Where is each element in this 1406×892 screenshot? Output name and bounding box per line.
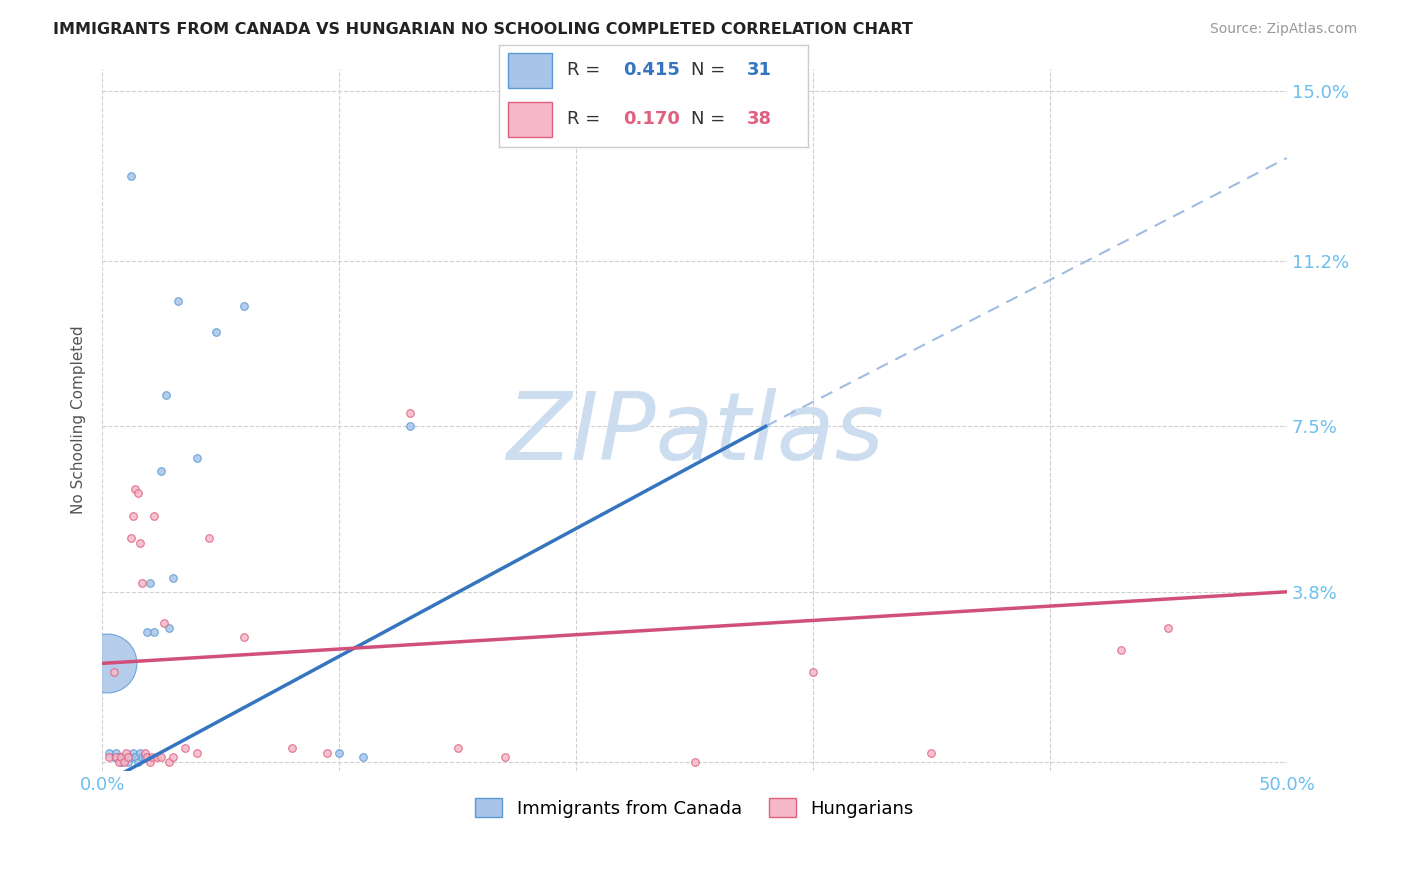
Point bbox=[115, 746, 138, 760]
Text: 31: 31 bbox=[747, 62, 772, 79]
Point bbox=[127, 486, 149, 500]
Point bbox=[120, 750, 142, 764]
Text: R =: R = bbox=[567, 62, 606, 79]
Point bbox=[112, 755, 135, 769]
Point bbox=[105, 746, 128, 760]
Point bbox=[155, 388, 177, 402]
Point bbox=[117, 755, 139, 769]
Legend: Immigrants from Canada, Hungarians: Immigrants from Canada, Hungarians bbox=[468, 791, 921, 825]
Point bbox=[110, 750, 132, 764]
Point bbox=[683, 755, 706, 769]
Point bbox=[107, 755, 129, 769]
Point bbox=[122, 746, 145, 760]
Text: N =: N = bbox=[690, 111, 731, 128]
Text: IMMIGRANTS FROM CANADA VS HUNGARIAN NO SCHOOLING COMPLETED CORRELATION CHART: IMMIGRANTS FROM CANADA VS HUNGARIAN NO S… bbox=[53, 22, 914, 37]
Point bbox=[110, 755, 132, 769]
Point bbox=[145, 750, 167, 764]
Point bbox=[150, 464, 173, 478]
Point bbox=[138, 575, 160, 590]
Point bbox=[136, 750, 159, 764]
Point bbox=[920, 746, 942, 760]
Point bbox=[134, 750, 156, 764]
Point bbox=[281, 741, 304, 756]
Point bbox=[352, 750, 374, 764]
Point bbox=[153, 616, 176, 631]
Point bbox=[167, 294, 190, 309]
Point bbox=[122, 508, 145, 523]
Point bbox=[162, 750, 184, 764]
Text: 0.415: 0.415 bbox=[623, 62, 679, 79]
Point bbox=[98, 750, 121, 764]
Point bbox=[399, 406, 422, 420]
Point bbox=[124, 482, 146, 496]
Text: 0.170: 0.170 bbox=[623, 111, 679, 128]
Point bbox=[1157, 621, 1180, 635]
Point bbox=[117, 750, 139, 764]
Point bbox=[131, 575, 153, 590]
Point bbox=[96, 657, 118, 671]
Point bbox=[328, 746, 350, 760]
Point bbox=[124, 750, 146, 764]
Point bbox=[233, 299, 256, 313]
Point bbox=[129, 746, 152, 760]
Point bbox=[157, 755, 180, 769]
Point bbox=[129, 535, 152, 549]
Point bbox=[103, 665, 125, 680]
Point bbox=[174, 741, 197, 756]
Text: Source: ZipAtlas.com: Source: ZipAtlas.com bbox=[1209, 22, 1357, 37]
Point bbox=[105, 750, 128, 764]
Point bbox=[120, 531, 142, 545]
Text: R =: R = bbox=[567, 111, 606, 128]
Point bbox=[120, 169, 142, 183]
Point bbox=[186, 746, 208, 760]
Point bbox=[157, 621, 180, 635]
Point bbox=[316, 746, 339, 760]
Point bbox=[801, 665, 824, 680]
Point bbox=[399, 419, 422, 434]
Point bbox=[162, 571, 184, 585]
Point bbox=[143, 508, 166, 523]
Point bbox=[233, 630, 256, 644]
Point bbox=[143, 625, 166, 640]
Point bbox=[150, 750, 173, 764]
Point bbox=[446, 741, 468, 756]
FancyBboxPatch shape bbox=[509, 102, 551, 137]
FancyBboxPatch shape bbox=[509, 53, 551, 87]
Point bbox=[103, 750, 125, 764]
Text: 38: 38 bbox=[747, 111, 772, 128]
Point bbox=[141, 750, 163, 764]
Point bbox=[1109, 643, 1132, 657]
Point bbox=[494, 750, 516, 764]
Point bbox=[198, 531, 221, 545]
Point bbox=[136, 625, 159, 640]
Y-axis label: No Schooling Completed: No Schooling Completed bbox=[72, 326, 86, 514]
Text: N =: N = bbox=[690, 62, 731, 79]
Point bbox=[107, 750, 129, 764]
Text: ZIPatlas: ZIPatlas bbox=[506, 388, 883, 479]
Point bbox=[186, 450, 208, 465]
Point bbox=[98, 746, 121, 760]
Point bbox=[138, 755, 160, 769]
Point bbox=[112, 750, 135, 764]
Point bbox=[131, 750, 153, 764]
Point bbox=[127, 755, 149, 769]
Point bbox=[115, 750, 138, 764]
Point bbox=[134, 746, 156, 760]
Point bbox=[205, 326, 228, 340]
